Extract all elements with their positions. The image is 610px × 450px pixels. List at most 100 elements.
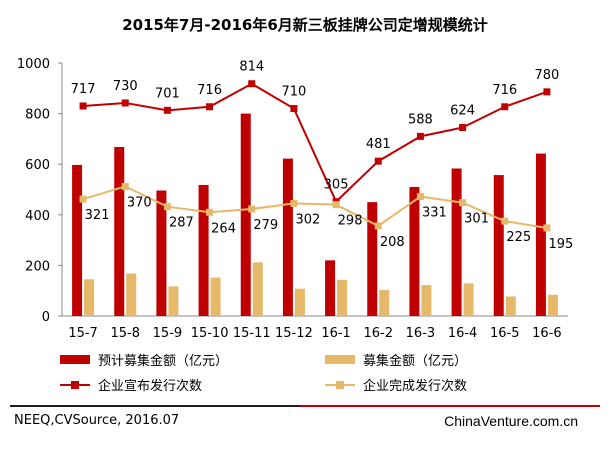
x-tick-label: 15-11: [233, 326, 271, 341]
data-label-announced: 481: [366, 137, 391, 152]
data-label-completed: 321: [85, 208, 110, 223]
x-tick-label: 15-10: [191, 326, 229, 341]
marker-announced-count: [501, 103, 509, 111]
data-label-announced: 588: [408, 112, 433, 127]
marker-completed-count: [206, 208, 214, 216]
x-tick-label: 15-7: [68, 326, 98, 341]
marker-completed-count: [290, 199, 298, 207]
legend-swatch: [325, 378, 355, 392]
x-tick-label: 15-9: [153, 326, 183, 341]
y-tick-label: 200: [25, 259, 50, 274]
marker-completed-count: [332, 201, 340, 209]
data-label-completed: 302: [296, 212, 321, 227]
x-tick-label: 16-1: [321, 326, 351, 341]
x-tick-label: 16-4: [448, 326, 478, 341]
y-tick-label: 600: [25, 158, 50, 173]
marker-completed-count: [121, 182, 129, 190]
legend-label: 企业宣布发行次数: [98, 379, 203, 394]
bar-expected-amount: [493, 175, 504, 316]
line-series: [79, 80, 551, 232]
marker-completed-count: [501, 217, 509, 225]
marker-completed-count: [416, 193, 424, 201]
bar-expected-amount: [325, 260, 336, 316]
source-note: NEEQ,CVSource, 2016.07: [14, 413, 180, 428]
bar-raised-amount: [168, 286, 179, 316]
bar-raised-amount: [547, 294, 558, 316]
legend-label: 募集金额（亿元）: [363, 354, 468, 369]
chart-title: 2015年7月-2016年6月新三板挂牌公司定增规模统计: [122, 16, 488, 34]
x-tick-label: 15-12: [275, 326, 313, 341]
bar-expected-amount: [409, 186, 420, 316]
marker-completed-count: [248, 205, 256, 213]
y-tick-label: 800: [25, 108, 50, 123]
legend-label: 企业完成发行次数: [363, 379, 468, 394]
data-label-completed: 370: [127, 195, 152, 210]
data-label-completed: 287: [169, 216, 194, 231]
bar-expected-amount: [198, 184, 209, 316]
x-tick-label: 15-8: [110, 326, 140, 341]
marker-announced-count: [248, 80, 256, 88]
legend-item-completed-count: 企业完成发行次数: [325, 375, 467, 394]
data-label-completed: 195: [549, 237, 574, 252]
bar-raised-amount: [463, 283, 474, 316]
data-label-announced: 716: [492, 83, 517, 98]
marker-completed-count: [543, 224, 551, 232]
legend-swatch: [60, 378, 90, 392]
y-tick-label: 0: [42, 310, 50, 325]
y-tick-label: 1000: [17, 57, 50, 72]
bar-expected-amount: [282, 158, 293, 316]
bar-raised-amount: [126, 273, 137, 316]
bar-expected-amount: [72, 164, 83, 316]
legend-label: 预计募集金额（亿元）: [98, 354, 229, 369]
brand-text: ChinaVenture.com.cn: [444, 413, 578, 429]
x-tick-label: 16-6: [532, 326, 562, 341]
marker-announced-count: [163, 106, 171, 114]
bar-raised-amount: [337, 279, 348, 316]
bar-raised-amount: [421, 285, 432, 316]
data-label-announced: 710: [282, 85, 307, 100]
data-label-announced: 780: [535, 68, 560, 83]
legend-item-expected-amount: 预计募集金额（亿元）: [60, 350, 228, 369]
data-labels: 717 730 701 716 814 710 305 481 588 624 716 780 321 3…: [71, 60, 574, 252]
data-label-completed: 208: [380, 235, 405, 250]
bar-raised-amount: [294, 288, 305, 316]
data-label-announced: 305: [324, 178, 349, 193]
bar-raised-amount: [252, 262, 263, 316]
marker-completed-count: [79, 195, 87, 203]
legend-item-announced-count: 企业宣布发行次数: [60, 375, 202, 394]
data-label-completed: 301: [464, 212, 489, 227]
bar-expected-amount: [156, 190, 167, 316]
marker-announced-count: [79, 102, 87, 110]
bar-expected-amount: [240, 113, 251, 316]
data-label-announced: 814: [239, 60, 264, 75]
axes: 0 200 400 600 800 1000 15-7 15-8 15-9 15-10 15-11 1…: [17, 57, 568, 341]
data-label-announced: 730: [113, 79, 138, 94]
marker-announced-count: [459, 124, 467, 132]
data-label-completed: 279: [253, 218, 278, 233]
data-label-announced: 717: [71, 82, 96, 97]
footer-divider: [10, 405, 600, 407]
marker-completed-count: [374, 222, 382, 230]
bar-series: [72, 113, 558, 316]
bar-expected-amount: [535, 153, 546, 316]
bar-expected-amount: [451, 168, 462, 316]
bar-raised-amount: [505, 296, 516, 316]
marker-announced-count: [543, 88, 551, 96]
x-tick-label: 16-2: [363, 326, 393, 341]
data-label-completed: 264: [211, 221, 236, 236]
bar-raised-amount: [379, 289, 390, 316]
bar-expected-amount: [114, 146, 125, 316]
data-label-announced: 701: [155, 86, 180, 101]
marker-completed-count: [459, 199, 467, 207]
marker-announced-count: [206, 103, 214, 111]
data-label-announced: 624: [450, 104, 475, 119]
data-label-completed: 298: [338, 214, 363, 229]
bar-raised-amount: [210, 277, 221, 316]
data-label-announced: 716: [197, 83, 222, 98]
legend-item-raised-amount: 募集金额（亿元）: [325, 350, 467, 369]
legend-swatch: [60, 355, 90, 364]
line-completed-count: [82, 185, 548, 229]
y-tick-label: 400: [25, 209, 50, 224]
data-label-completed: 225: [506, 230, 531, 245]
